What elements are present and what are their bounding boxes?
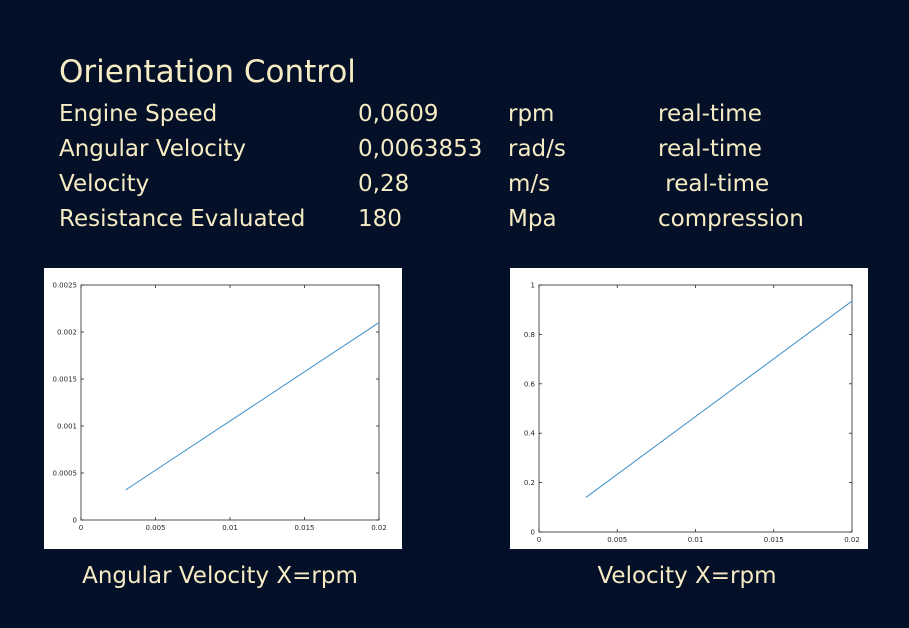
y-tick-label: 0 xyxy=(73,517,77,525)
series-line xyxy=(125,322,380,491)
y-tick-label: 0.0025 xyxy=(53,282,78,290)
page-title: Orientation Control xyxy=(59,54,356,90)
angular-velocity-caption: Angular Velocity X=rpm xyxy=(82,563,358,589)
x-tick-label: 0.005 xyxy=(607,536,627,544)
velocity-chart: 0 0.005 0.01 0.015 0.02 0 0.2 0.4 0.6 0.8 1 xyxy=(510,268,868,549)
x-tick-label: 0.015 xyxy=(764,536,784,544)
y-tick-label: 0.0015 xyxy=(53,376,78,384)
parameter-value: 0,28 xyxy=(358,171,410,197)
parameter-value: 180 xyxy=(358,206,402,232)
x-tick-label: 0 xyxy=(79,524,83,532)
parameter-unit: Mpa xyxy=(508,206,557,232)
parameter-name: Resistance Evaluated xyxy=(59,206,306,232)
parameter-name: Engine Speed xyxy=(59,101,218,127)
y-tick-label: 0.6 xyxy=(524,380,536,388)
parameter-mode: real-time xyxy=(658,101,762,127)
series-line xyxy=(585,300,853,498)
parameter-value: 0,0063853 xyxy=(358,136,483,162)
parameter-mode: real-time xyxy=(658,171,770,197)
x-tick-label: 0 xyxy=(537,536,541,544)
velocity-caption: Velocity X=rpm xyxy=(597,563,777,589)
parameter-mode: real-time xyxy=(658,136,762,162)
angular-velocity-chart: 0 0.005 0.01 0.015 0.02 0 0.0005 0.001 0.0015 0.0… xyxy=(44,268,402,549)
y-tick-label: 1 xyxy=(531,282,535,290)
x-tick-label: 0.02 xyxy=(844,536,860,544)
y-tick-label: 0.001 xyxy=(57,423,77,431)
x-tick-label: 0.015 xyxy=(294,524,314,532)
parameter-row: Angular Velocity 0,0063853 rad/s real-ti… xyxy=(0,134,909,169)
parameter-name: Velocity xyxy=(59,171,150,197)
y-tick-label: 0.4 xyxy=(524,430,536,438)
y-tick-label: 0.0005 xyxy=(53,470,78,478)
x-tick-label: 0.02 xyxy=(371,524,387,532)
plot-frame xyxy=(80,284,380,521)
y-tick-label: 0.8 xyxy=(524,331,535,339)
parameter-row: Resistance Evaluated 180 Mpa compression xyxy=(0,204,909,239)
parameter-mode: compression xyxy=(658,206,804,232)
parameter-unit: m/s xyxy=(508,171,551,197)
velocity-plot: 0 0.005 0.01 0.015 0.02 0 0.2 0.4 0.6 0.8 1 xyxy=(524,282,860,545)
parameter-row: Engine Speed 0,0609 rpm real-time xyxy=(0,99,909,134)
y-tick-label: 0 xyxy=(531,529,535,537)
parameter-name: Angular Velocity xyxy=(59,136,246,162)
parameter-unit: rpm xyxy=(508,101,555,127)
x-tick-label: 0.005 xyxy=(145,524,165,532)
y-tick-label: 0.2 xyxy=(524,479,535,487)
x-tick-label: 0.01 xyxy=(688,536,704,544)
parameter-row: Velocity 0,28 m/s real-time xyxy=(0,169,909,204)
x-tick-label: 0.01 xyxy=(222,524,238,532)
angular-velocity-plot: 0 0.005 0.01 0.015 0.02 0 0.0005 0.001 0.0015 0.0… xyxy=(53,282,387,533)
parameter-unit: rad/s xyxy=(508,136,566,162)
parameter-value: 0,0609 xyxy=(358,101,439,127)
y-tick-label: 0.002 xyxy=(57,329,77,337)
plot-frame xyxy=(538,284,853,533)
